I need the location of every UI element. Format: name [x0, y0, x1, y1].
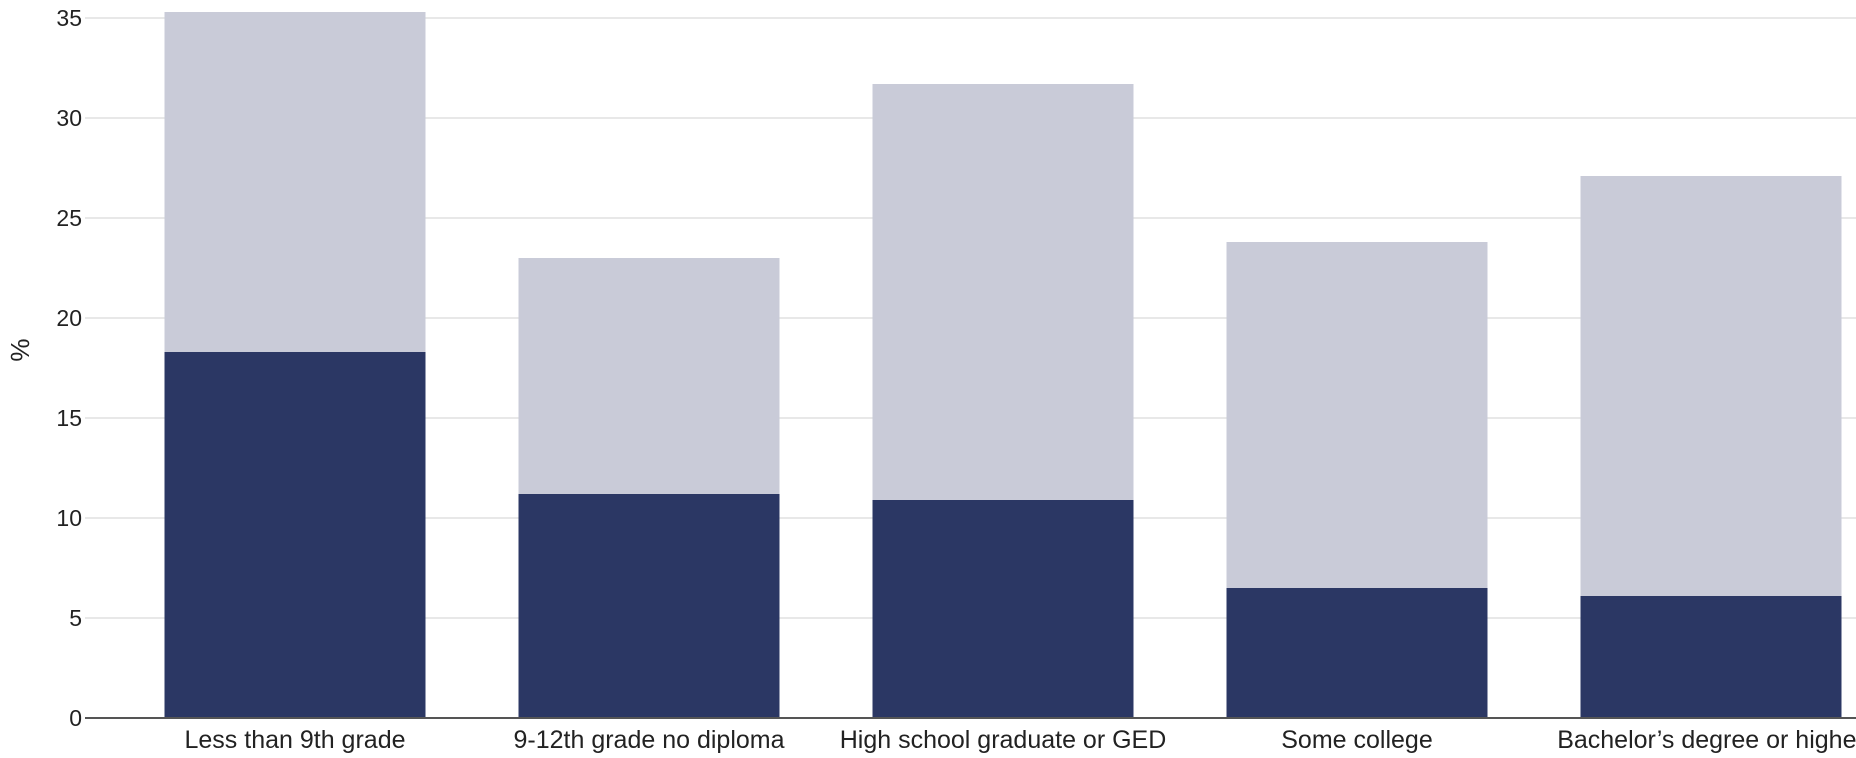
bar-segment-upper [518, 258, 780, 494]
bar-segment-lower [872, 500, 1134, 718]
bars [164, 12, 1842, 718]
y-tick-label: 15 [56, 405, 82, 431]
y-tick-label: 30 [56, 105, 82, 131]
y-axis-title: % [5, 338, 35, 361]
y-tick-label: 25 [56, 205, 82, 231]
bar-segment-lower [1580, 596, 1842, 718]
bar-segment-upper [1580, 176, 1842, 596]
y-tick-label: 20 [56, 305, 82, 331]
bar-segment-lower [518, 494, 780, 718]
bar-segment-upper [872, 84, 1134, 500]
y-tick-label: 35 [56, 5, 82, 31]
x-tick-label: Some college [1281, 726, 1432, 754]
y-tick-label: 0 [69, 705, 82, 731]
bar-segment-lower [164, 352, 426, 718]
bar-segment-upper [164, 12, 426, 352]
y-tick-label: 5 [69, 605, 82, 631]
x-tick-label: Bachelor’s degree or higher [1557, 726, 1856, 754]
x-axis-labels: Less than 9th grade 9-12th grade no diplo… [185, 726, 1856, 754]
x-tick-label: 9-12th grade no diploma [513, 726, 784, 754]
bar-segment-lower [1226, 588, 1488, 718]
bar-segment-upper [1226, 242, 1488, 588]
y-tick-label: 10 [56, 505, 82, 531]
x-tick-label: Less than 9th grade [185, 726, 406, 754]
y-axis-ticks: 0 5 10 15 20 25 30 35 [56, 5, 82, 731]
x-tick-label: High school graduate or GED [840, 726, 1167, 754]
